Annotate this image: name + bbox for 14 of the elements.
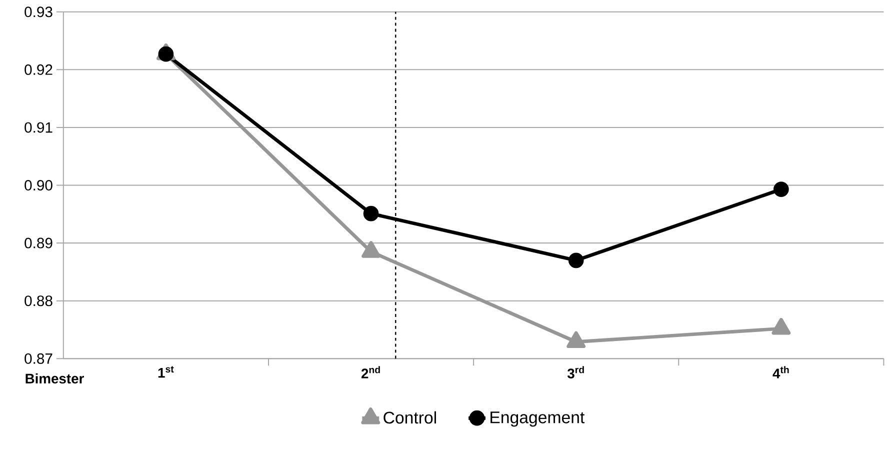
y-tick-label: 0.91 (24, 122, 52, 133)
x-tick-label: 4$^{th}$ (772, 366, 789, 378)
y-tick-label: 0.93 (24, 6, 52, 18)
x-tick-label: 3$^{rd}$ (567, 366, 584, 379)
y-tick-label: 0.89 (24, 238, 52, 248)
y-tick-label: 0.88 (24, 296, 52, 306)
x-axis-title: Bimester (26, 373, 84, 384)
legend-label: Control (384, 411, 436, 424)
x-tick-label: 1$^{st}$ (158, 366, 174, 378)
legend-label: Engagement (490, 412, 585, 427)
y-tick-label: 0.90 (24, 180, 52, 191)
y-tick-label: 0.87 (24, 353, 52, 364)
x-tick-label: 2$^{nd}$ (361, 366, 380, 378)
y-tick-label: 0.92 (24, 64, 52, 76)
